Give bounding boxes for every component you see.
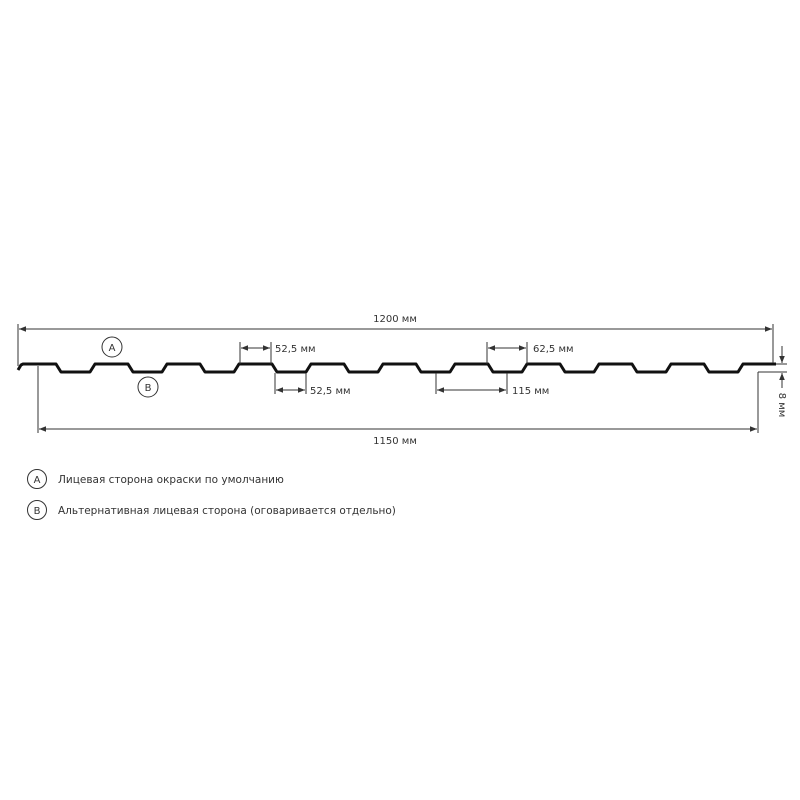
legend-text: Лицевая сторона окраски по умолчанию bbox=[58, 474, 284, 486]
sheet-profile bbox=[16, 362, 777, 374]
svg-text:B: B bbox=[145, 383, 152, 394]
dimension-label-ridge-top: 52,5 мм bbox=[275, 344, 316, 355]
svg-text:A: A bbox=[34, 475, 41, 486]
dimension-label-valley-bottom: 52,5 мм bbox=[310, 386, 351, 397]
marker-a: A bbox=[101, 336, 123, 358]
marker-b: B bbox=[137, 376, 159, 398]
dimension-label-total-width: 1200 мм bbox=[373, 314, 417, 325]
svg-text:B: B bbox=[34, 506, 41, 517]
dimension-label-height: 8 мм bbox=[776, 393, 787, 418]
legend-item-a: A Лицевая сторона окраски по умолчанию bbox=[27, 469, 284, 489]
legend-item-b: B Альтернативная лицевая сторона (оговар… bbox=[27, 500, 396, 520]
dimension-label-ridge-top-2: 62,5 мм bbox=[533, 344, 574, 355]
svg-text:A: A bbox=[109, 343, 116, 354]
dimension-label-pitch: 115 мм bbox=[512, 386, 549, 397]
legend-text: Альтернативная лицевая сторона (оговарив… bbox=[58, 505, 396, 517]
dimension-label-useful-width: 1150 мм bbox=[373, 436, 417, 447]
